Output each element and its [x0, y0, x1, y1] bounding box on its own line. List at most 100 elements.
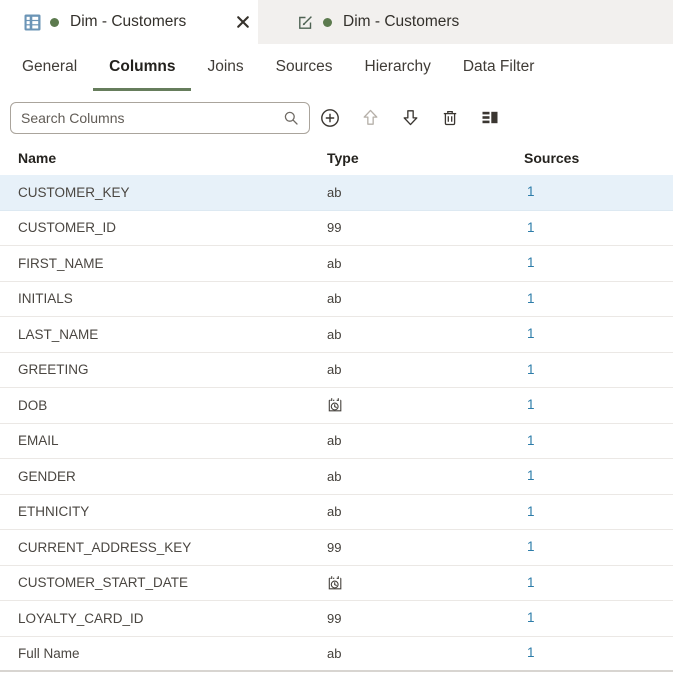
column-name-cell: FIRST_NAME	[18, 255, 104, 271]
nav-tab[interactable]: Sources	[275, 58, 333, 75]
table-row[interactable]: CURRENT_ADDRESS_KEY 99 1	[0, 530, 673, 566]
search-input[interactable]	[21, 109, 283, 126]
column-type-cell: ab	[327, 257, 524, 270]
table-header: Name Type Sources	[0, 140, 673, 175]
column-sources-cell: 1	[524, 503, 673, 521]
column-name-cell: CURRENT_ADDRESS_KEY	[18, 539, 192, 555]
column-sources-cell: 1	[524, 325, 673, 343]
sources-count-link[interactable]: 1	[527, 255, 535, 271]
type-glyph: ab	[327, 468, 342, 484]
table-row[interactable]: ETHNICITY ab 1	[0, 494, 673, 530]
sources-count-link[interactable]: 1	[527, 539, 535, 555]
nav-tab[interactable]: Data Filter	[462, 58, 535, 75]
delete-button[interactable]	[430, 101, 470, 135]
column-sources-cell: 1	[524, 538, 673, 556]
sources-count-link[interactable]: 1	[527, 610, 535, 626]
sources-count-link[interactable]: 1	[527, 219, 535, 235]
column-header-sources: Sources	[524, 149, 580, 166]
table-row[interactable]: CUSTOMER_KEY ab 1	[0, 175, 673, 211]
search-box[interactable]	[10, 101, 310, 134]
column-sources-cell: 1	[524, 574, 673, 592]
column-name-cell: INITIALS	[18, 291, 73, 307]
column-type-cell: 99	[327, 541, 524, 554]
sources-count-link[interactable]: 1	[527, 397, 535, 413]
column-type-cell: 99	[327, 612, 524, 625]
search-icon	[283, 110, 299, 126]
type-glyph: ab	[327, 184, 342, 200]
unsaved-changes-dot	[323, 17, 332, 27]
column-sources-cell: 1	[524, 609, 673, 627]
table-row[interactable]: INITIALS ab 1	[0, 281, 673, 317]
column-name-cell: ETHNICITY	[18, 504, 90, 520]
column-type-cell: ab	[327, 292, 524, 305]
column-type-cell: ab	[327, 434, 524, 447]
sources-count-link[interactable]: 1	[527, 645, 535, 661]
window-tab-title: Dim - Customers	[70, 13, 187, 30]
column-name-cell: GREETING	[18, 362, 89, 378]
table-row[interactable]: GREETING ab 1	[0, 352, 673, 388]
nav-tab[interactable]: Joins	[207, 58, 244, 75]
sources-count-link[interactable]: 1	[527, 574, 535, 590]
window-tab-title: Dim - Customers	[343, 13, 460, 30]
type-glyph: ab	[327, 433, 342, 449]
column-sources-cell: 1	[524, 183, 673, 201]
column-type-cell	[327, 575, 524, 591]
column-type-cell: ab	[327, 470, 524, 483]
tab-close-icon[interactable]	[236, 15, 250, 29]
type-glyph: ab	[327, 255, 342, 271]
column-sources-cell: 1	[524, 432, 673, 450]
table-row[interactable]: LAST_NAME ab 1	[0, 317, 673, 353]
window-tab[interactable]: Dim - Customers	[258, 0, 673, 44]
nav-tab-bar: General Columns Joins Sources Hierarchy …	[0, 44, 673, 95]
type-glyph: ab	[327, 645, 342, 661]
column-type-cell: ab	[327, 647, 524, 660]
move-down-button[interactable]	[390, 101, 430, 135]
type-glyph: 99	[327, 539, 342, 555]
table-grid-icon	[24, 14, 41, 31]
sources-count-link[interactable]: 1	[527, 326, 535, 342]
sources-count-link[interactable]: 1	[527, 503, 535, 519]
column-name-cell: LAST_NAME	[18, 326, 99, 342]
type-glyph: ab	[327, 326, 342, 342]
column-type-cell: ab	[327, 186, 524, 199]
column-sources-cell: 1	[524, 467, 673, 485]
type-glyph: ab	[327, 291, 342, 307]
column-name-cell: EMAIL	[18, 433, 59, 449]
column-sources-cell: 1	[524, 361, 673, 379]
table-row[interactable]: Full Name ab 1	[0, 636, 673, 672]
sources-count-link[interactable]: 1	[527, 468, 535, 484]
column-type-cell: ab	[327, 363, 524, 376]
window-tab[interactable]: Dim - Customers	[0, 0, 258, 44]
nav-tab[interactable]: Hierarchy	[364, 58, 431, 75]
type-glyph: 99	[327, 610, 342, 626]
table-row[interactable]: LOYALTY_CARD_ID 99 1	[0, 601, 673, 637]
arrow-up-icon	[361, 108, 380, 127]
column-name-cell: CUSTOMER_KEY	[18, 184, 130, 200]
nav-tab[interactable]: Columns	[93, 44, 192, 91]
column-sources-cell: 1	[524, 396, 673, 414]
column-header-type: Type	[327, 149, 359, 166]
sources-count-link[interactable]: 1	[527, 361, 535, 377]
table-row[interactable]: FIRST_NAME ab 1	[0, 246, 673, 282]
edit-icon	[297, 14, 314, 31]
arrow-down-icon	[401, 108, 420, 127]
table-row[interactable]: CUSTOMER_START_DATE 1	[0, 565, 673, 601]
sources-count-link[interactable]: 1	[527, 432, 535, 448]
sources-count-link[interactable]: 1	[527, 184, 535, 200]
table-row[interactable]: CUSTOMER_ID 99 1	[0, 210, 673, 246]
table-row[interactable]: EMAIL ab 1	[0, 423, 673, 459]
column-type-cell: 99	[327, 221, 524, 234]
detail-view-button[interactable]	[470, 101, 510, 135]
column-name-cell: GENDER	[18, 468, 76, 484]
sources-count-link[interactable]: 1	[527, 290, 535, 306]
table-row[interactable]: GENDER ab 1	[0, 459, 673, 495]
type-glyph: ab	[327, 504, 342, 520]
table-row[interactable]: DOB 1	[0, 388, 673, 424]
trash-icon	[441, 109, 459, 127]
column-name-cell: LOYALTY_CARD_ID	[18, 610, 144, 626]
add-column-button[interactable]	[310, 101, 350, 135]
column-type-cell: ab	[327, 505, 524, 518]
move-up-button[interactable]	[350, 101, 390, 135]
column-name-cell: DOB	[18, 397, 48, 413]
nav-tab[interactable]: General	[22, 58, 78, 75]
